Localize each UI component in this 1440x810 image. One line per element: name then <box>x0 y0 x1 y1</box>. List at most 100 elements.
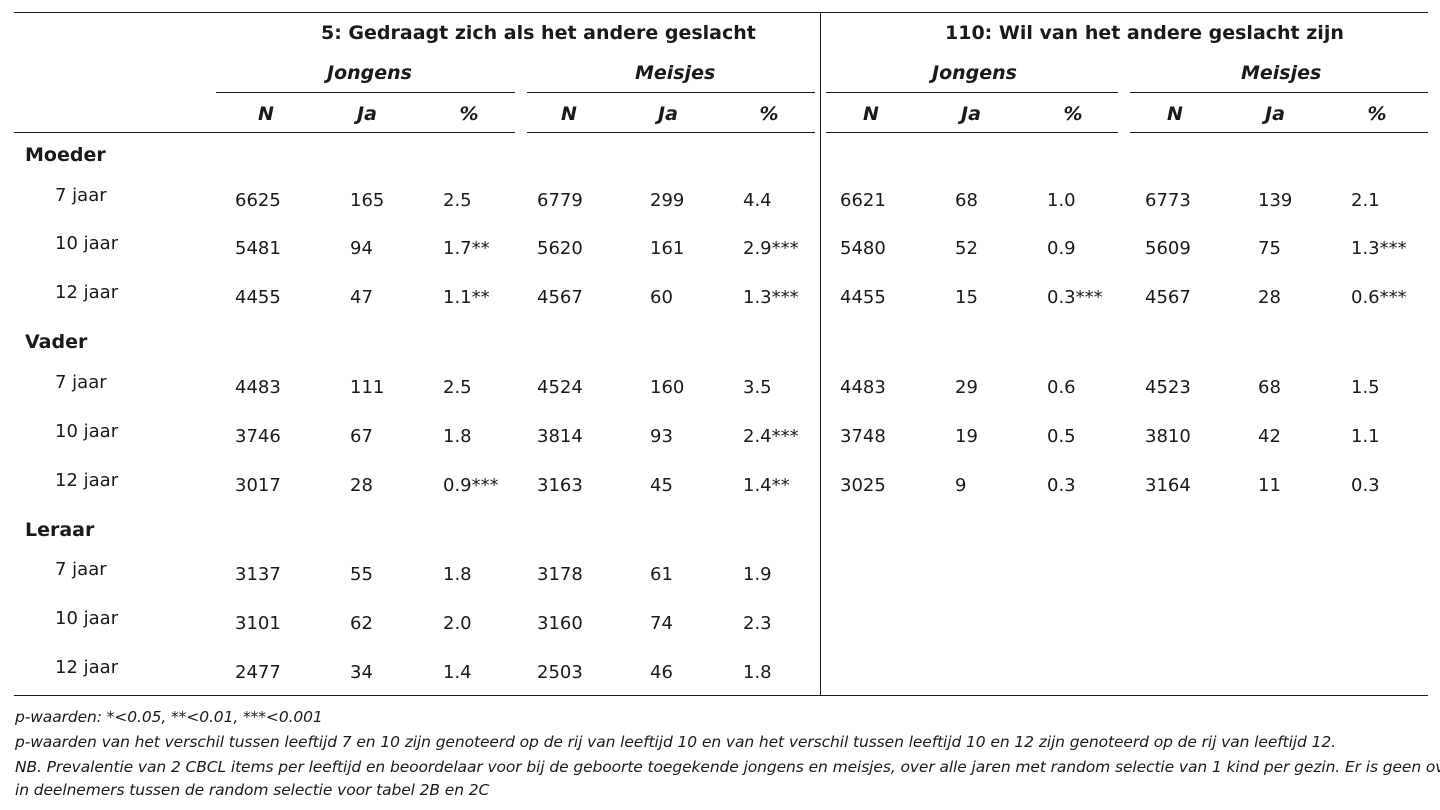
table-cell: 1.3*** <box>1351 238 1407 259</box>
table-cell: 139 <box>1258 190 1293 211</box>
table-cell: 47 <box>350 287 373 308</box>
table-cell: 3017 <box>235 475 281 496</box>
table-cell: 4523 <box>1145 377 1191 398</box>
table-cell: 29 <box>955 377 978 398</box>
table-cell: 46 <box>650 662 673 683</box>
table-cell: 68 <box>1258 377 1281 398</box>
table-cell: 28 <box>1258 287 1281 308</box>
column-header-percent: % <box>759 103 779 125</box>
header-rule-jongens-2 <box>826 132 1118 134</box>
table-cell: 0.3*** <box>1047 287 1103 308</box>
table-cell: 93 <box>650 426 673 447</box>
age-label: 7 jaar <box>55 185 107 206</box>
table-cell: 6779 <box>537 190 583 211</box>
table-cell: 2.5 <box>443 190 472 211</box>
table-cell: 3.5 <box>743 377 772 398</box>
top-rule <box>14 12 1428 14</box>
table-cell: 1.9 <box>743 564 772 585</box>
table-cell: 2.5 <box>443 377 472 398</box>
age-label: 12 jaar <box>55 657 119 678</box>
table-cell: 1.1** <box>443 287 490 308</box>
footnote-p-values: p-waarden: *<0.05, **<0.01, ***<0.001 <box>15 708 323 726</box>
table-cell: 0.9 <box>1047 238 1076 259</box>
table-cell: 0.6*** <box>1351 287 1407 308</box>
table-cell: 5620 <box>537 238 583 259</box>
column-header-percent: % <box>459 103 479 125</box>
table-cell: 165 <box>350 190 385 211</box>
subgroup-rule-meisjes-2 <box>1130 92 1428 94</box>
table-cell: 2477 <box>235 662 281 683</box>
table-cell: 299 <box>650 190 685 211</box>
group-label-leraar: Leraar <box>25 519 95 541</box>
group-label-moeder: Moeder <box>25 144 106 166</box>
table-cell: 62 <box>350 613 373 634</box>
table-cell: 61 <box>650 564 673 585</box>
table-cell: 4567 <box>537 287 583 308</box>
table-cell: 5609 <box>1145 238 1191 259</box>
table-cell: 4.4 <box>743 190 772 211</box>
header-rule-meisjes-1 <box>527 132 815 134</box>
table-cell: 74 <box>650 613 673 634</box>
table-cell: 161 <box>650 238 685 259</box>
table-cell: 52 <box>955 238 978 259</box>
table-cell: 68 <box>955 190 978 211</box>
age-label: 12 jaar <box>55 470 119 491</box>
table-cell: 28 <box>350 475 373 496</box>
table-cell: 4483 <box>840 377 886 398</box>
table-cell: 1.8 <box>443 564 472 585</box>
table-cell: 3137 <box>235 564 281 585</box>
table-cell: 6625 <box>235 190 281 211</box>
column-header-n: N <box>258 103 274 125</box>
table-cell: 1.8 <box>743 662 772 683</box>
table-cell: 3178 <box>537 564 583 585</box>
table-cell: 75 <box>1258 238 1281 259</box>
age-label: 7 jaar <box>55 372 107 393</box>
age-label: 10 jaar <box>55 233 119 254</box>
table-cell: 34 <box>350 662 373 683</box>
subgroup-rule-jongens-1 <box>216 92 515 94</box>
table-cell: 94 <box>350 238 373 259</box>
table-cell: 1.5 <box>1351 377 1380 398</box>
header-rule-meisjes-2 <box>1130 132 1428 134</box>
age-label: 7 jaar <box>55 559 107 580</box>
table-cell: 11 <box>1258 475 1281 496</box>
table-cell: 0.9*** <box>443 475 499 496</box>
table-cell: 4483 <box>235 377 281 398</box>
table-cell: 6773 <box>1145 190 1191 211</box>
age-label: 12 jaar <box>55 282 119 303</box>
table-cell: 9 <box>955 475 967 496</box>
footnote-nb-line1: NB. Prevalentie van 2 CBCL items per lee… <box>15 758 1440 776</box>
subgroup-header-jongens: Jongens <box>327 62 412 84</box>
table-cell: 3025 <box>840 475 886 496</box>
table-cell: 5480 <box>840 238 886 259</box>
section-title-item-110: 110: Wil van het andere geslacht zijn <box>945 22 1344 44</box>
subgroup-header-meisjes: Meisjes <box>635 62 716 84</box>
age-label: 10 jaar <box>55 421 119 442</box>
table-cell: 1.0 <box>1047 190 1076 211</box>
table-cell: 19 <box>955 426 978 447</box>
table-cell: 2.3 <box>743 613 772 634</box>
subgroup-rule-jongens-2 <box>826 92 1118 94</box>
table-cell: 2.4*** <box>743 426 799 447</box>
table-cell: 67 <box>350 426 373 447</box>
table-cell: 0.6 <box>1047 377 1076 398</box>
table-cell: 3163 <box>537 475 583 496</box>
table-cell: 111 <box>350 377 385 398</box>
table-cell: 60 <box>650 287 673 308</box>
table-cell: 4455 <box>840 287 886 308</box>
table-cell: 2.1 <box>1351 190 1380 211</box>
bottom-rule <box>14 695 1428 697</box>
subgroup-header-meisjes: Meisjes <box>1241 62 1322 84</box>
table-cell: 55 <box>350 564 373 585</box>
group-label-vader: Vader <box>25 331 88 353</box>
section-title-item-5: 5: Gedraagt zich als het andere geslacht <box>321 22 756 44</box>
table-cell: 0.3 <box>1351 475 1380 496</box>
column-header-percent: % <box>1367 103 1387 125</box>
table-cell: 160 <box>650 377 685 398</box>
footnote-nb-line2: in deelnemers tussen de random selectie … <box>15 781 490 799</box>
table-cell: 1.1 <box>1351 426 1380 447</box>
table-cell: 42 <box>1258 426 1281 447</box>
column-header-percent: % <box>1063 103 1083 125</box>
table-cell: 2.9*** <box>743 238 799 259</box>
table-cell: 1.4 <box>443 662 472 683</box>
